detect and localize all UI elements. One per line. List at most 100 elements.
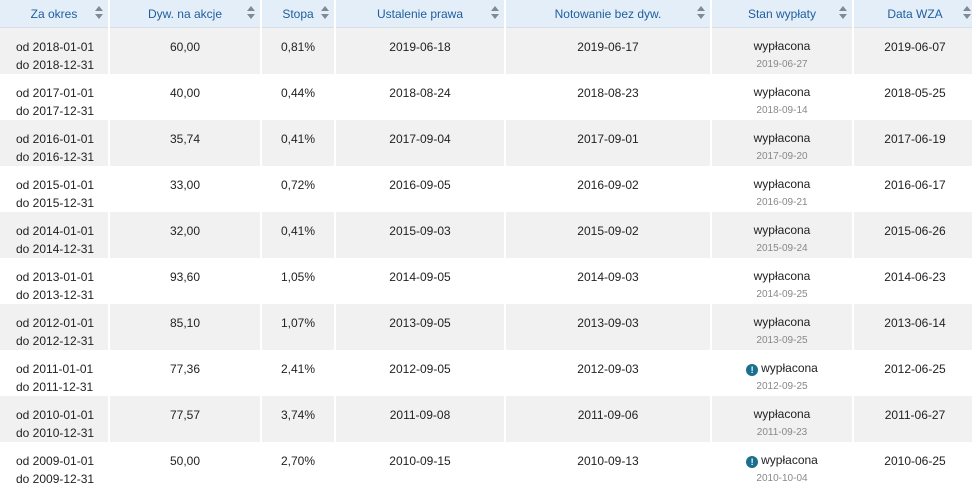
agm-date-cell: 2013-06-14 — [854, 304, 972, 350]
table-row: od 2013-01-01 do 2013-12-31 93,60 1,05% 2014… — [0, 258, 972, 304]
agm-date-value: 2018-05-25 — [884, 86, 946, 100]
period-to: do 2009-12-31 — [16, 472, 95, 486]
ex-date-cell: 2017-09-01 — [506, 120, 710, 166]
rate-cell: 1,05% — [262, 258, 334, 304]
table-row: od 2016-01-01 do 2016-12-31 35,74 0,41% 2017… — [0, 120, 972, 166]
status-date: 2019-06-27 — [756, 59, 808, 70]
status-date: 2017-09-20 — [756, 151, 808, 162]
agm-date-cell: 2011-06-27 — [854, 396, 972, 442]
status-cell: wypłacona 2017-09-20 — [712, 120, 852, 166]
ex-date-value: 2014-09-03 — [577, 270, 639, 284]
column-label: Ustalenie prawa — [376, 6, 464, 21]
period-to: do 2016-12-31 — [16, 150, 95, 164]
record-date-cell: 2010-09-15 — [336, 442, 504, 488]
status-date: 2015-09-24 — [756, 243, 808, 254]
period-from: od 2009-01-01 — [16, 454, 95, 468]
status-label: wypłacona — [753, 269, 811, 283]
ex-date-cell: 2010-09-13 — [506, 442, 710, 488]
rate-value: 2,41% — [281, 362, 316, 376]
column-status-header[interactable]: Stan wypłaty — [712, 0, 852, 28]
rate-value: 3,74% — [281, 408, 316, 422]
sort-arrows-icon[interactable] — [95, 5, 104, 21]
rate-cell: 2,41% — [262, 350, 334, 396]
sort-arrows-icon[interactable] — [963, 5, 972, 21]
agm-date-cell: 2014-06-23 — [854, 258, 972, 304]
period-cell: od 2012-01-01 do 2012-12-31 — [0, 304, 108, 350]
period-from: od 2017-01-01 — [16, 86, 95, 100]
rate-value: 1,05% — [281, 270, 316, 284]
column-rate-header[interactable]: Stopa — [262, 0, 334, 28]
period-to: do 2017-12-31 — [16, 104, 95, 118]
ex-date-value: 2011-09-06 — [577, 408, 639, 422]
column-record-date-header[interactable]: Ustalenie prawa — [336, 0, 504, 28]
period-from: od 2014-01-01 — [16, 224, 95, 238]
ex-date-value: 2016-09-02 — [577, 178, 639, 192]
status-date: 2010-10-04 — [756, 473, 808, 484]
dividend-cell: 32,00 — [110, 212, 260, 258]
sort-arrows-icon[interactable] — [697, 5, 706, 21]
record-date-cell: 2013-09-05 — [336, 304, 504, 350]
agm-date-value: 2010-06-25 — [884, 454, 946, 468]
dividend-cell: 77,57 — [110, 396, 260, 442]
column-label: Stopa — [282, 6, 314, 21]
period-cell: od 2010-01-01 do 2010-12-31 — [0, 396, 108, 442]
column-dividend-header[interactable]: Dyw. na akcje — [110, 0, 260, 28]
status-label: wypłacona — [753, 131, 811, 145]
period-cell: od 2017-01-01 do 2017-12-31 — [0, 74, 108, 120]
table-row: od 2010-01-01 do 2010-12-31 77,57 3,74% 2011… — [0, 396, 972, 442]
column-ex-date-header[interactable]: Notowanie bez dyw. — [506, 0, 710, 28]
record-date-value: 2011-09-08 — [389, 408, 451, 422]
status-cell: ! wypłacona 2010-10-04 — [712, 442, 852, 488]
rate-value: 0,44% — [281, 86, 316, 100]
table-body: od 2018-01-01 do 2018-12-31 60,00 0,81% 2019… — [0, 28, 972, 488]
record-date-cell: 2011-09-08 — [336, 396, 504, 442]
sort-arrows-icon[interactable] — [321, 5, 330, 21]
agm-date-cell: 2017-06-19 — [854, 120, 972, 166]
period-cell: od 2018-01-01 do 2018-12-31 — [0, 28, 108, 74]
status-date: 2013-09-25 — [756, 335, 808, 346]
ex-date-cell: 2016-09-02 — [506, 166, 710, 212]
rate-value: 0,41% — [281, 224, 316, 238]
dividend-value: 50,00 — [169, 454, 201, 468]
record-date-cell: 2012-09-05 — [336, 350, 504, 396]
record-date-cell: 2015-09-03 — [336, 212, 504, 258]
record-date-cell: 2014-09-05 — [336, 258, 504, 304]
column-period-header[interactable]: Za okres — [0, 0, 108, 28]
period-cell: od 2009-01-01 do 2009-12-31 — [0, 442, 108, 488]
status-date: 2011-09-23 — [756, 427, 808, 438]
agm-date-cell: 2010-06-25 — [854, 442, 972, 488]
status-date: 2018-09-14 — [756, 105, 808, 116]
table-row: od 2014-01-01 do 2014-12-31 32,00 0,41% 2015… — [0, 212, 972, 258]
table-row: od 2017-01-01 do 2017-12-31 40,00 0,44% 2018… — [0, 74, 972, 120]
status-cell: wypłacona 2015-09-24 — [712, 212, 852, 258]
period-from: od 2016-01-01 — [16, 132, 95, 146]
exclamation-icon[interactable]: ! — [746, 456, 759, 468]
ex-date-value: 2010-09-13 — [577, 454, 639, 468]
sort-arrows-icon[interactable] — [247, 5, 256, 21]
table-header-row: Za okres Dyw. na akcje Stopa Ustalenie praw… — [0, 0, 972, 28]
period-from: od 2015-01-01 — [16, 178, 95, 192]
status-cell: wypłacona 2016-09-21 — [712, 166, 852, 212]
agm-date-value: 2011-06-27 — [884, 408, 946, 422]
rate-value: 0,72% — [281, 178, 316, 192]
rate-cell: 0,72% — [262, 166, 334, 212]
dividend-value: 32,00 — [169, 224, 201, 238]
record-date-value: 2016-09-05 — [389, 178, 451, 192]
table-row: od 2015-01-01 do 2015-12-31 33,00 0,72% 2016… — [0, 166, 972, 212]
status-label: wypłacona — [753, 39, 811, 53]
ex-date-cell: 2013-09-03 — [506, 304, 710, 350]
sort-arrows-icon[interactable] — [491, 5, 500, 21]
agm-date-value: 2013-06-14 — [884, 316, 946, 330]
status-label: wypłacona — [761, 361, 818, 375]
status-date: 2012-09-25 — [756, 381, 808, 392]
agm-date-value: 2014-06-23 — [884, 270, 946, 284]
rate-cell: 1,07% — [262, 304, 334, 350]
status-label: wypłacona — [761, 453, 818, 467]
sort-arrows-icon[interactable] — [839, 5, 848, 21]
exclamation-icon[interactable]: ! — [746, 364, 759, 376]
column-agm-date-header[interactable]: Data WZA — [854, 0, 972, 28]
record-date-cell: 2018-08-24 — [336, 74, 504, 120]
dividend-cell: 93,60 — [110, 258, 260, 304]
status-label: wypłacona — [753, 177, 811, 191]
